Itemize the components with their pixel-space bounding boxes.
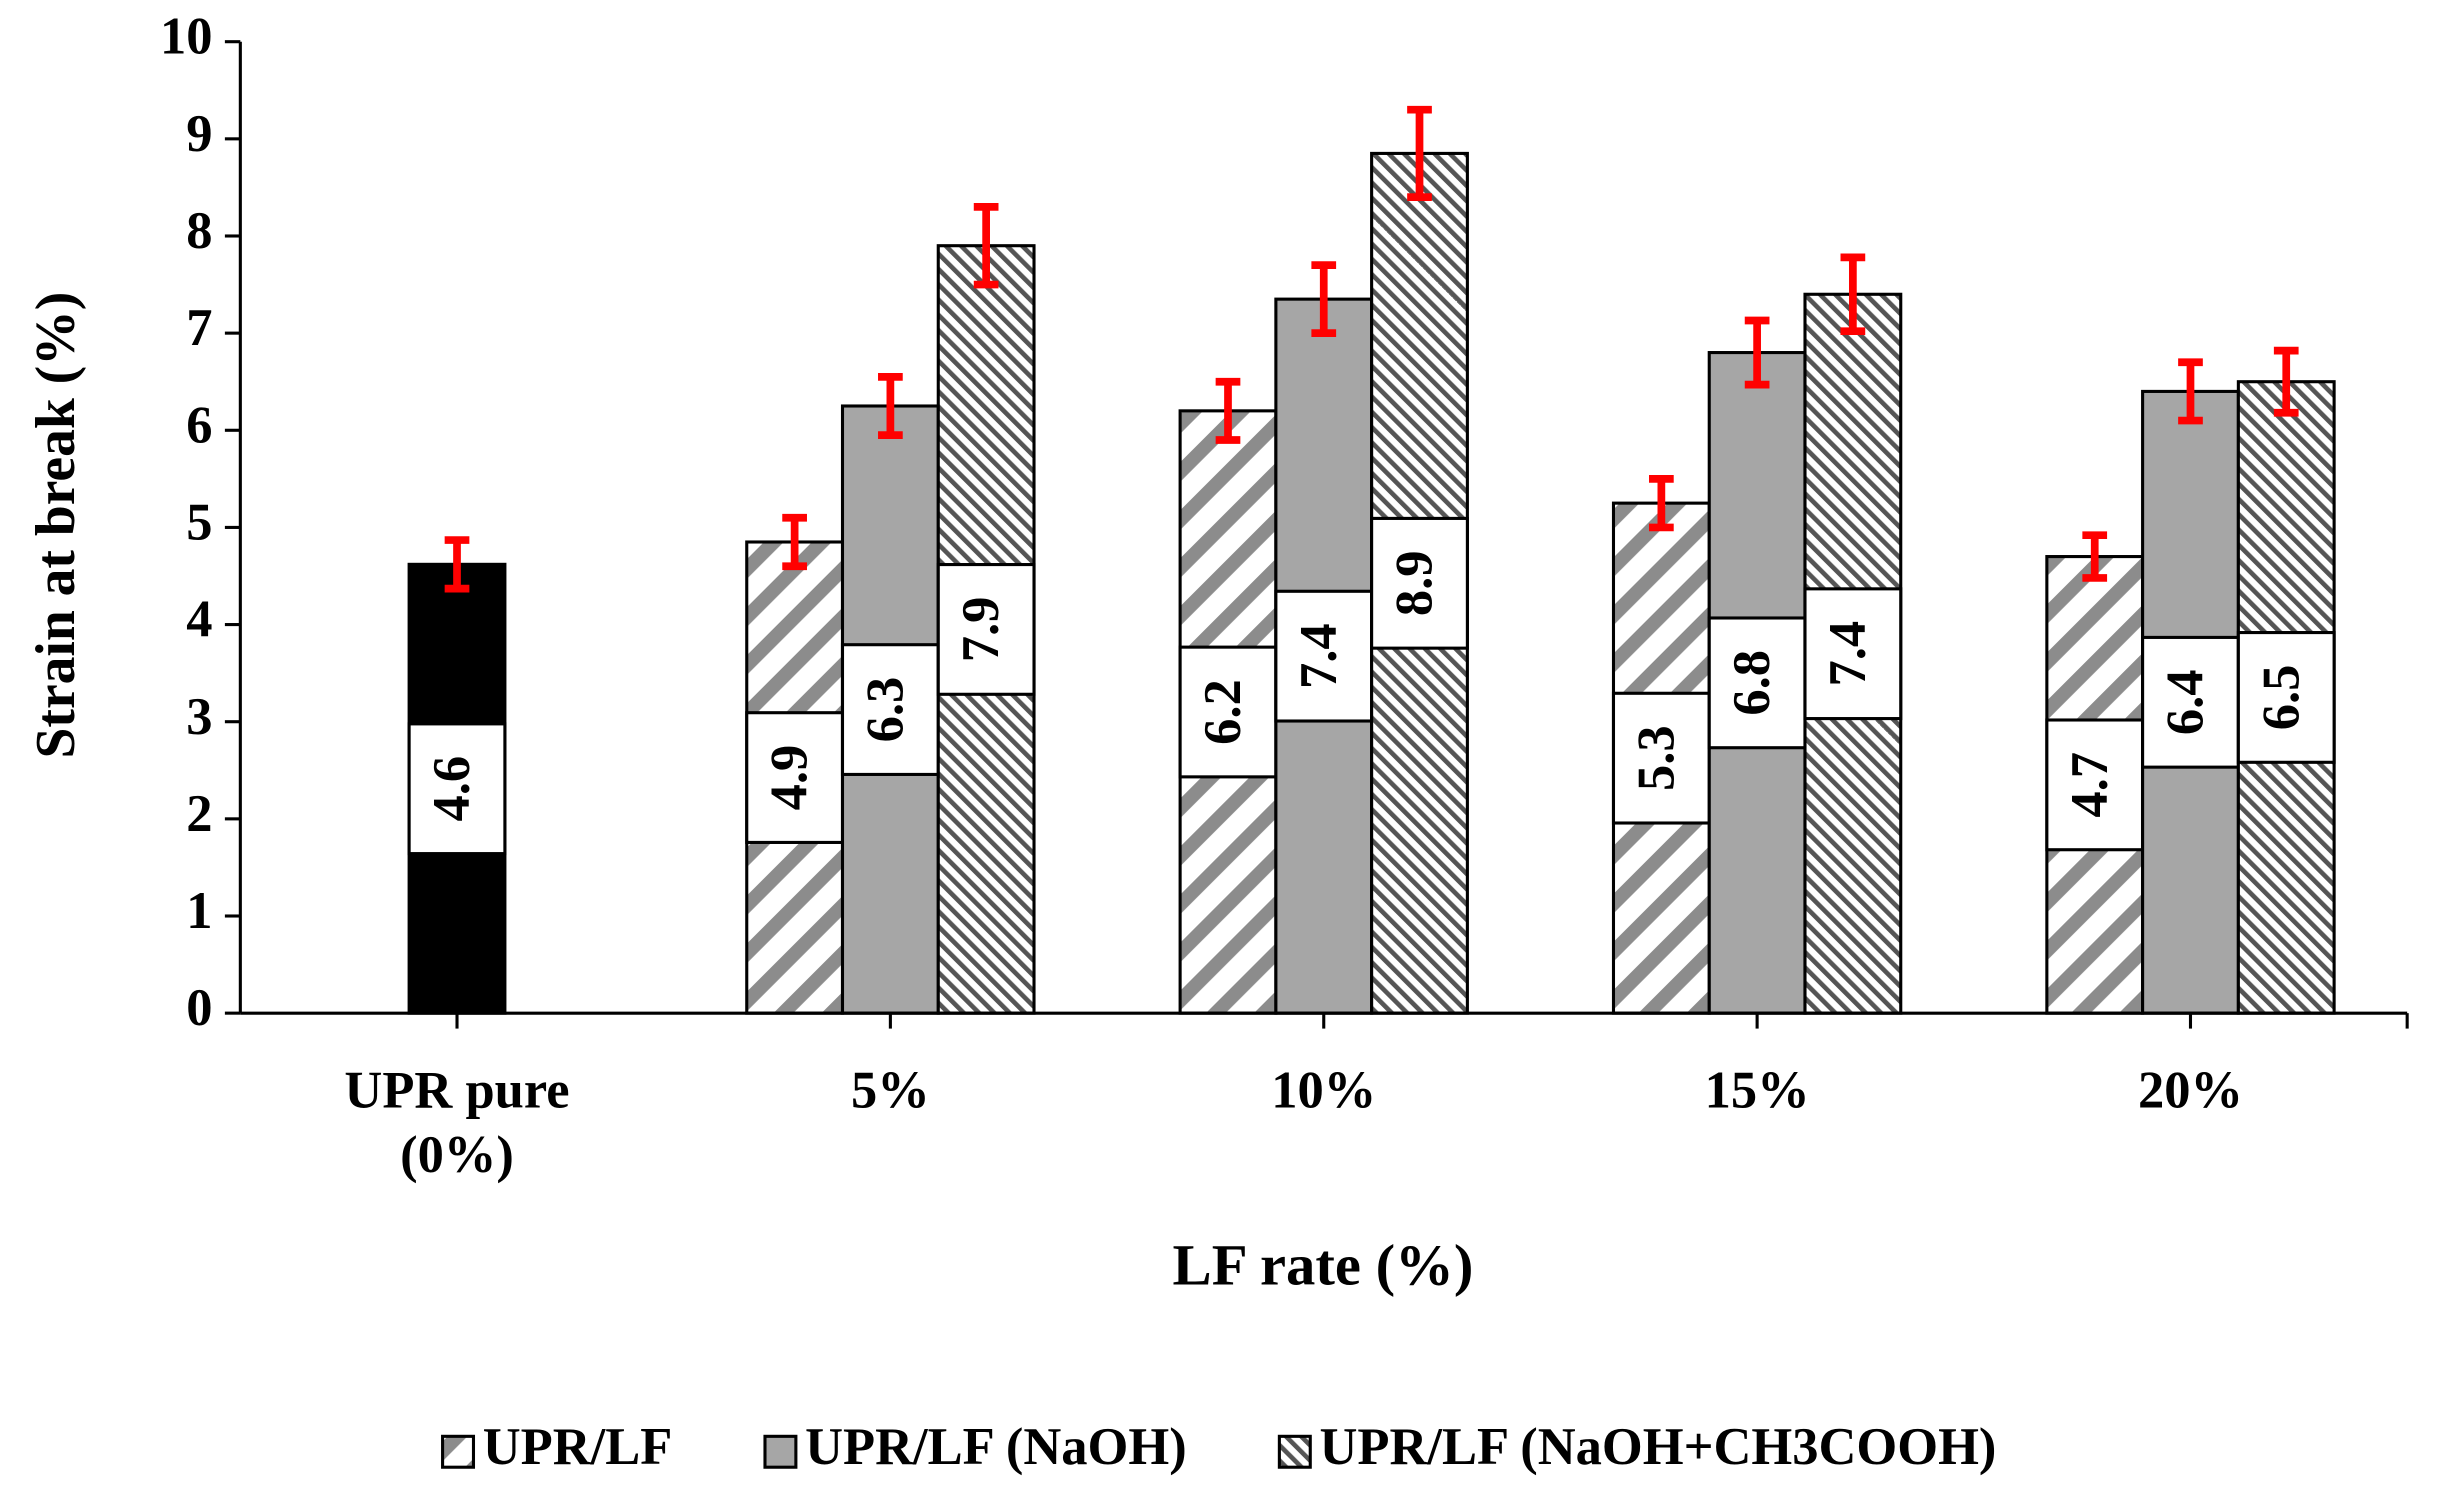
value-label: 6.8 [1723, 650, 1781, 716]
value-label-box [1803, 587, 1903, 721]
value-label-box [745, 711, 845, 844]
y-tick-label: 0 [186, 979, 212, 1037]
x-tick-label-box: 20% [2137, 1062, 2243, 1120]
value-label: 8.9 [1386, 550, 1444, 616]
value-label: 5.3 [1627, 725, 1685, 791]
error-bar [1744, 316, 1770, 389]
y-tick-label: 2 [186, 785, 212, 843]
value-label: 6.2 [1194, 679, 1252, 745]
x-tick-label: 10% [1271, 1062, 1377, 1120]
legend: UPR/LF UPR/LF (NaOH) UPR/LF (NaOH+CH3COOH) [441, 1418, 1997, 1476]
value-label-box [2141, 635, 2240, 769]
x-tick-label-box: UPR pure (0%) [344, 1062, 570, 1185]
x-tick-label-box: 15% [1704, 1062, 1810, 1120]
value-label-box [1178, 645, 1278, 779]
value-label-box [407, 722, 507, 856]
legend-swatch [1277, 1434, 1312, 1469]
error-bar [1311, 261, 1337, 337]
value-label: 7.4 [1819, 621, 1877, 687]
value-label-box [840, 643, 940, 776]
legend-label: UPR/LF [483, 1418, 673, 1476]
x-tick-label: 5% [850, 1062, 930, 1120]
value-label: 4.7 [2061, 752, 2119, 818]
error-bar [1649, 474, 1674, 532]
legend-label: UPR/LF (NaOH) [805, 1418, 1187, 1476]
error-bar [973, 202, 999, 289]
error-bar [2273, 346, 2299, 417]
error-bar [782, 513, 807, 571]
error-bar [2178, 358, 2203, 425]
y-tick-label: 7 [186, 299, 212, 357]
value-label: 6.5 [2252, 665, 2310, 731]
error-bar [1215, 377, 1241, 444]
value-label: 4.9 [761, 745, 819, 811]
legend-swatch [441, 1434, 476, 1469]
error-bar [1407, 105, 1432, 201]
y-tick-label: 5 [186, 493, 212, 551]
x-tick-label: 20% [2137, 1062, 2243, 1120]
error-bar [878, 372, 903, 439]
value-label: 7.9 [952, 597, 1010, 663]
value-label: 6.3 [856, 677, 914, 743]
x-tick-label-box: 10% [1271, 1062, 1377, 1120]
y-axis-label: Strain at break (%) [25, 292, 87, 759]
value-label: 7.4 [1290, 623, 1348, 689]
legend-label: UPR/LF (NaOH+CH3COOH) [1320, 1418, 1997, 1476]
y-tick-label: 4 [186, 591, 212, 649]
y-tick-label: 3 [186, 688, 212, 746]
value-label-box [1274, 589, 1374, 723]
legend-swatch [763, 1434, 798, 1469]
value-label-box [2236, 631, 2336, 764]
y-tick-label: 6 [186, 396, 212, 454]
error-bar [1840, 253, 1866, 336]
y-tick-label: 10 [160, 8, 213, 66]
value-label: 4.6 [423, 756, 481, 822]
x-tick-label: UPR pure (0%) [344, 1062, 570, 1185]
y-tick-label: 9 [186, 105, 212, 163]
y-tick-label: 8 [186, 202, 212, 260]
value-label-box [1707, 616, 1807, 750]
error-bar [444, 536, 470, 593]
value-label-box [936, 563, 1036, 696]
x-axis-label: LF rate (%) [1173, 1233, 1474, 1298]
y-tick-label: 1 [186, 882, 212, 940]
x-tick-label: 15% [1704, 1062, 1810, 1120]
value-label: 6.4 [2157, 669, 2215, 735]
x-tick-label-box: 5% [850, 1062, 930, 1120]
error-bar [2082, 531, 2108, 582]
value-label-box [1370, 516, 1469, 650]
